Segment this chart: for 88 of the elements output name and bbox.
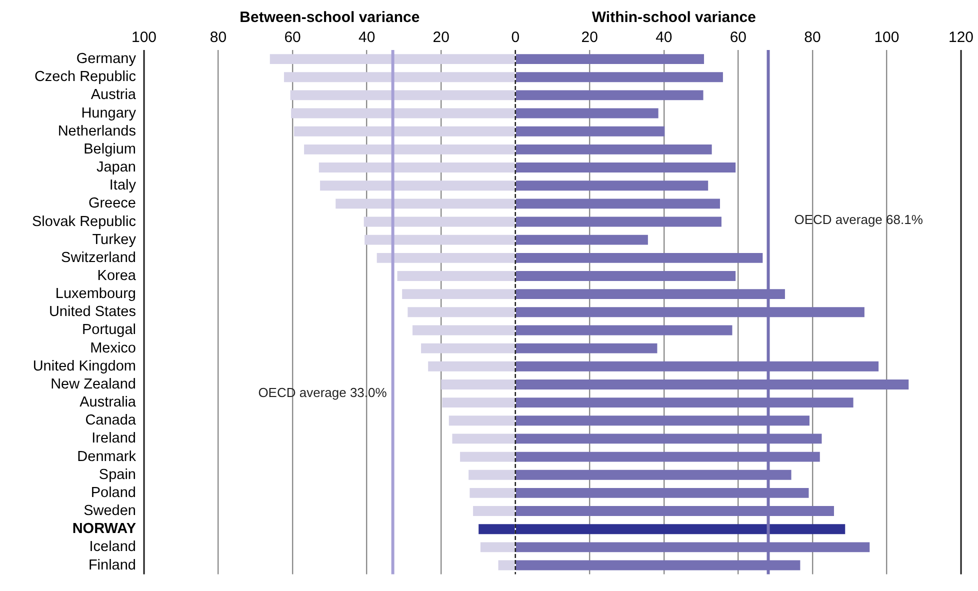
x-tick-label: 40 [656,29,672,46]
bar [516,144,712,154]
ref-line-label: OECD average 33.0% [258,384,388,400]
bar [304,144,515,154]
bar [397,271,515,281]
x-tick-label: 100 [874,29,900,46]
bar [336,198,515,209]
bar [516,271,736,281]
bar [270,54,515,64]
bar [473,506,515,516]
bar [516,325,732,336]
y-tick-label: Finland [88,557,136,574]
bar [318,162,515,172]
bar [470,488,515,498]
y-tick-label: Denmark [77,448,137,465]
series-label: Within-school variance [592,9,756,26]
bar [364,216,515,227]
bar [516,54,704,64]
y-tick-label: Switzerland [61,250,136,266]
bar [516,180,708,191]
x-tick-label: 0 [511,29,520,46]
y-tick-label: Luxembourg [55,286,136,302]
y-tick-label: Germany [76,51,137,68]
x-tick-label: 60 [284,29,301,46]
bar [516,72,723,82]
y-tick-label: Turkey [92,232,137,248]
bar [460,452,515,462]
bar [408,307,515,318]
x-tick-label: 120 [948,29,974,46]
bar [448,416,515,426]
x-tick-label: 100 [131,29,157,46]
bar [442,398,515,408]
bar [294,126,515,136]
bar [291,108,515,118]
bar [452,434,515,444]
bar [290,90,515,100]
bar [516,162,736,172]
bar [441,379,515,390]
y-tick-label: United Kingdom [32,358,136,374]
y-tick-label: Canada [85,412,137,429]
bar [516,126,665,136]
y-tick-label: Portugal [82,322,136,338]
x-tick-label: 20 [581,29,598,46]
y-tick-label: New Zealand [50,376,136,392]
bar [364,234,515,245]
y-tick-label: NORWAY [72,521,136,538]
bar [376,252,515,263]
bar [421,343,515,354]
bar [468,470,515,480]
x-tick-label: 80 [210,29,227,46]
series-label: Between-school variance [240,9,420,26]
bar [516,90,704,100]
bar [516,234,648,245]
bar [516,252,763,263]
y-tick-label: Hungary [81,105,137,122]
y-tick-label: Korea [97,268,137,284]
y-tick-label: Mexico [90,340,136,356]
y-tick-label: Czech Republic [34,69,136,86]
y-tick-label: Australia [80,394,137,411]
y-tick-label: Sweden [84,503,136,520]
bar [320,180,515,191]
y-tick-label: Spain [98,466,136,483]
y-tick-label: Ireland [92,430,136,447]
bar [498,560,515,570]
bar [516,198,720,209]
y-tick-label: Poland [90,484,136,501]
y-tick-label: Iceland [89,539,136,556]
y-tick-label: Austria [90,87,137,104]
bar [428,361,515,372]
ref-line-label: OECD average 68.1% [794,212,924,227]
bar [516,216,722,227]
x-tick-label: 40 [358,29,376,46]
bar [412,325,515,336]
y-tick-label: Netherlands [58,123,136,140]
x-tick-label: 20 [432,29,450,46]
y-tick-label: Greece [88,196,136,212]
y-tick-label: Japan [96,160,136,176]
bar [284,72,515,82]
x-tick-label: 60 [730,29,747,46]
bar [480,542,515,552]
bar [516,108,658,118]
y-tick-label: United States [48,304,136,320]
bar [516,343,658,354]
y-tick-label: Slovak Republic [32,214,136,230]
y-tick-label: Italy [109,178,137,194]
bar [402,289,515,300]
y-tick-label: Belgium [84,141,136,158]
x-tick-label: 80 [804,29,821,46]
